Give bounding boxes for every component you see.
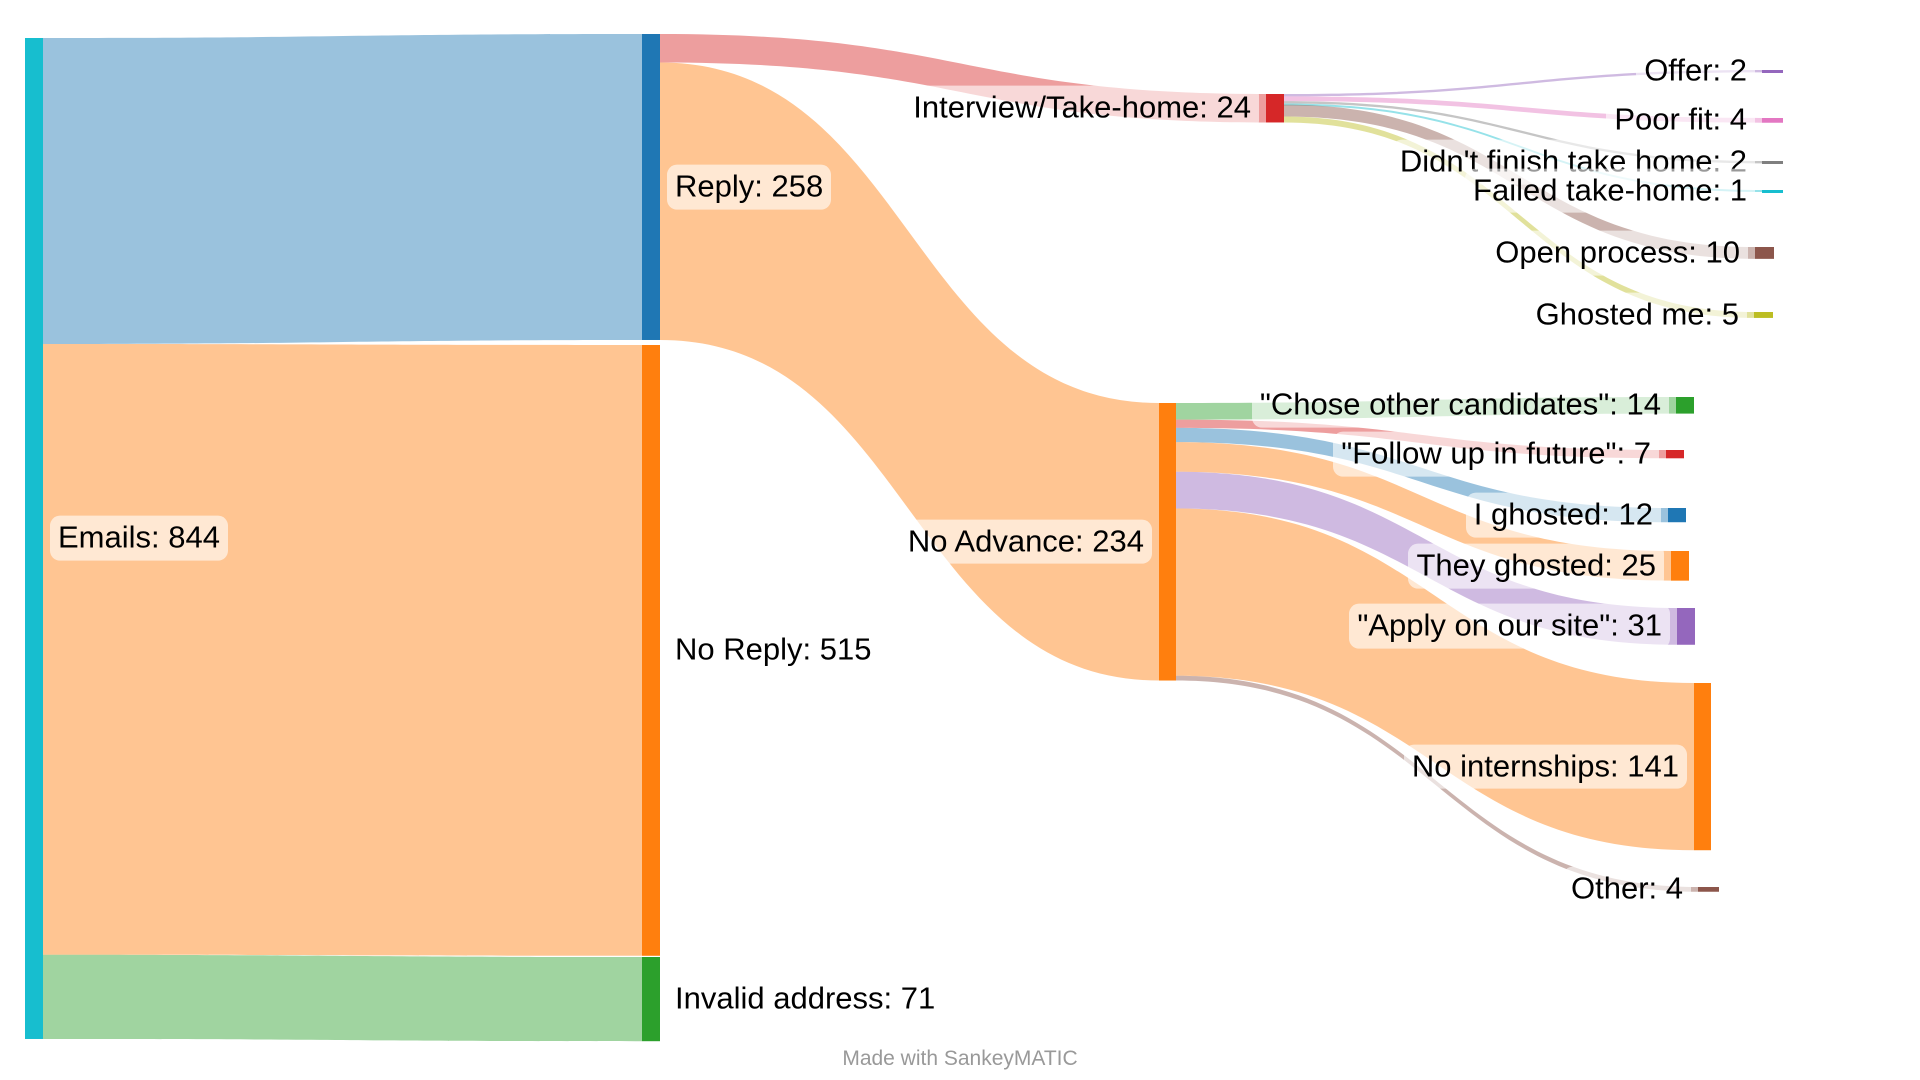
- label-other: Other: 4: [1563, 867, 1691, 912]
- flow-interview-to-offer: [1284, 70, 1762, 97]
- node-invalid: [642, 957, 660, 1042]
- node-i_ghosted: [1668, 508, 1686, 523]
- node-other: [1698, 887, 1719, 892]
- node-they_ghosted: [1671, 551, 1689, 581]
- node-offer: [1762, 70, 1783, 73]
- label-chose_other: "Chose other candidates": 14: [1251, 382, 1669, 428]
- flow-interview-to-ghosted_me: [1284, 116, 1754, 318]
- node-follow_up: [1666, 450, 1684, 459]
- node-no_advance: [1159, 403, 1176, 681]
- label-follow_up: "Follow up in future": 7: [1333, 431, 1659, 477]
- flow-emails-to-invalid: [43, 954, 642, 1042]
- label-interview: Interview/Take-home: 24: [905, 85, 1259, 131]
- node-no_reply: [642, 345, 660, 956]
- label-invalid: Invalid address: 71: [667, 976, 944, 1022]
- label-they_ghosted: They ghosted: 25: [1408, 543, 1664, 589]
- node-emails: [25, 38, 43, 1039]
- label-no_advance: No Advance: 234: [899, 519, 1152, 565]
- node-apply_site: [1677, 608, 1695, 645]
- flow-emails-to-no_reply: [43, 343, 642, 956]
- label-i_ghosted: I ghosted: 12: [1465, 492, 1661, 538]
- label-no_reply: No Reply: 515: [667, 628, 880, 673]
- label-emails: Emails: 844: [50, 516, 228, 561]
- flow-emails-to-reply: [43, 34, 642, 344]
- credit-text: Made with SankeyMATIC: [842, 1047, 1078, 1070]
- node-didnt_finish: [1762, 161, 1783, 164]
- node-interview: [1266, 94, 1284, 123]
- label-apply_site: "Apply on our site": 31: [1349, 604, 1670, 649]
- label-open_process: Open process: 10: [1487, 230, 1748, 276]
- node-reply: [642, 34, 660, 340]
- node-ghosted_me: [1754, 312, 1773, 318]
- label-offer: Offer: 2: [1636, 48, 1755, 94]
- node-failed_takehome: [1762, 190, 1783, 193]
- label-poor_fit: Poor fit: 4: [1606, 98, 1755, 143]
- node-chose_other: [1676, 397, 1694, 414]
- node-poor_fit: [1762, 118, 1783, 123]
- node-open_process: [1755, 247, 1774, 259]
- label-ghosted_me: Ghosted me: 5: [1527, 292, 1747, 338]
- node-no_internships: [1694, 683, 1711, 851]
- flow-interview-to-didnt_finish: [1284, 101, 1762, 164]
- label-reply: Reply: 258: [667, 164, 832, 210]
- label-failed_takehome: Failed take-home: 1: [1465, 168, 1755, 213]
- label-no_internships: No internships: 141: [1403, 744, 1687, 789]
